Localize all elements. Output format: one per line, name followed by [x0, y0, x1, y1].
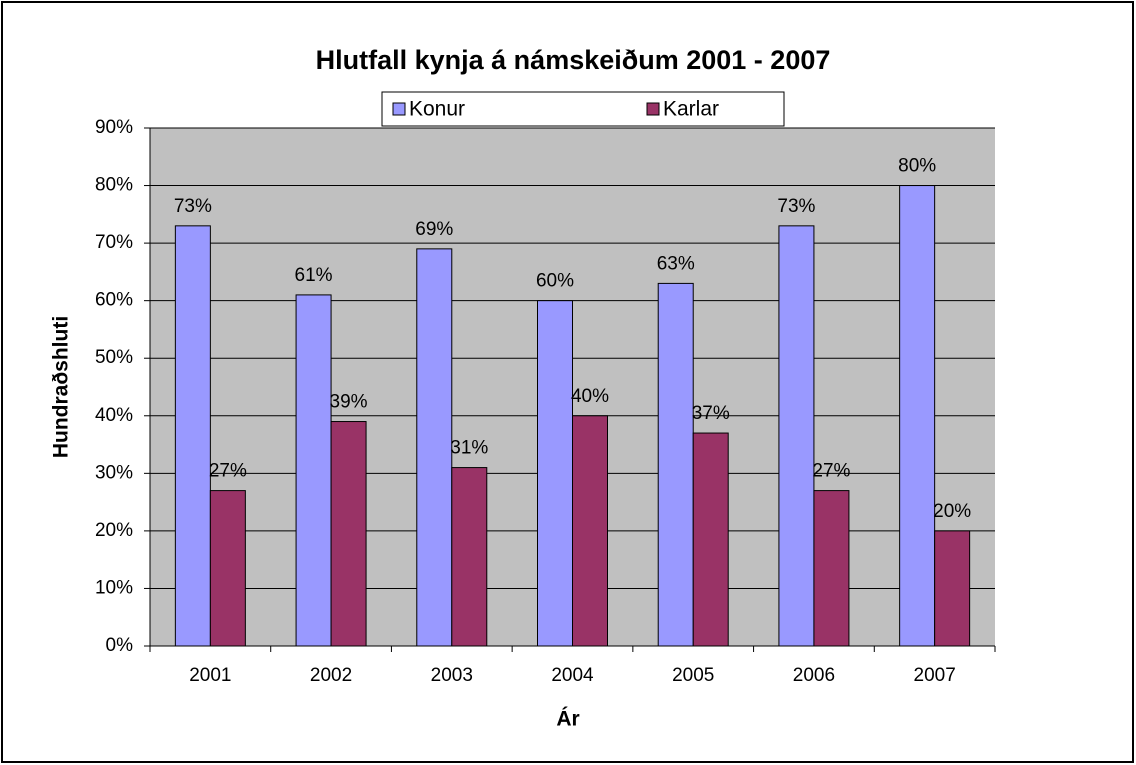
y-tick-label: 10% — [95, 577, 133, 598]
data-label: 61% — [295, 265, 333, 286]
y-tick-label: 60% — [95, 290, 133, 311]
x-tick-label: 2006 — [793, 665, 835, 686]
bar — [934, 530, 971, 647]
data-label: 37% — [692, 403, 730, 424]
x-tick-label: 2001 — [189, 665, 231, 686]
data-label: 20% — [933, 501, 971, 522]
y-tick-label: 0% — [106, 635, 134, 656]
data-label: 80% — [898, 156, 936, 177]
y-tick-label: 70% — [95, 232, 133, 253]
legend-box — [381, 91, 785, 127]
x-tick-label: 2002 — [310, 665, 352, 686]
data-label: 27% — [209, 461, 247, 482]
x-axis-label: Ár — [556, 708, 579, 731]
bar — [174, 225, 211, 647]
bar — [899, 185, 936, 647]
data-label: 39% — [330, 392, 368, 413]
data-label: 31% — [450, 438, 488, 459]
x-tick-label: 2007 — [914, 665, 956, 686]
bar — [572, 415, 608, 647]
legend-swatch — [646, 102, 660, 116]
bar — [537, 300, 573, 647]
legend-label: Karlar — [663, 98, 719, 121]
data-label: 63% — [657, 253, 695, 274]
bar — [416, 248, 453, 647]
y-tick-label: 90% — [95, 117, 133, 138]
x-tick-label: 2003 — [431, 665, 473, 686]
chart-title: Hlutfall kynja á námskeiðum 2001 - 2007 — [316, 45, 831, 75]
data-label: 69% — [415, 219, 453, 240]
data-label: 60% — [536, 271, 574, 292]
data-label: 73% — [777, 196, 815, 217]
y-tick-label: 20% — [95, 520, 133, 541]
y-tick-label: 80% — [95, 175, 133, 196]
data-label: 73% — [174, 196, 212, 217]
data-label: 27% — [812, 461, 850, 482]
bar — [692, 432, 729, 647]
x-tick-label: 2004 — [551, 665, 594, 686]
bar — [330, 421, 367, 647]
y-tick-label: 40% — [95, 405, 133, 426]
x-tick-label: 2005 — [672, 665, 714, 686]
bar — [657, 282, 694, 647]
y-axis-label: Hundraðshluti — [50, 316, 73, 458]
legend-swatch — [392, 102, 406, 116]
data-label: 40% — [571, 386, 609, 407]
y-tick-label: 50% — [95, 347, 133, 368]
bar — [451, 467, 488, 647]
legend-label: Konur — [409, 98, 465, 121]
bar — [209, 490, 246, 647]
y-tick-label: 30% — [95, 462, 133, 483]
bar — [778, 225, 815, 647]
bar — [813, 490, 850, 647]
bar — [295, 294, 332, 647]
